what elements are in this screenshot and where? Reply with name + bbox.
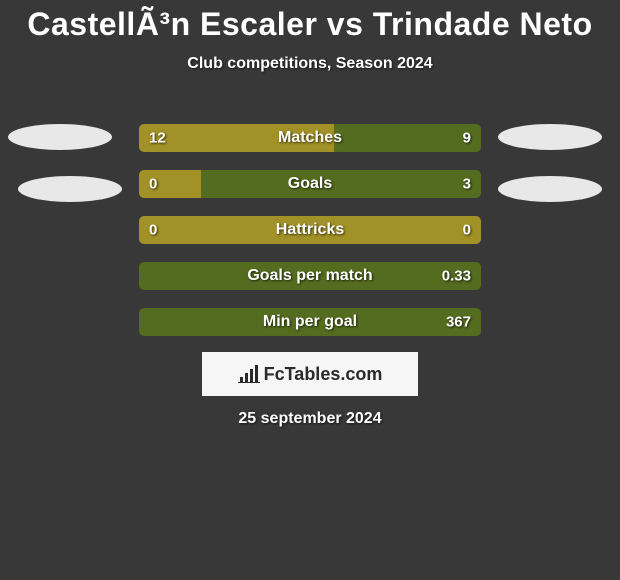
value-left: 0 [149,176,157,193]
bar-fill-right [334,124,481,152]
bar-track: 0 3 Goals [139,170,481,198]
stats-rows: 12 9 Matches 0 3 Goals 0 0 Hattricks 0.33 Goals pe… [0,124,620,354]
bar-track: 0.33 Goals per match [139,262,481,290]
value-right: 0 [463,222,471,239]
row-label: Goals per match [247,267,372,285]
stat-row: 367 Min per goal [0,308,620,336]
date-text: 25 september 2024 [238,410,381,428]
bar-chart-icon [238,365,260,383]
bar-track: 0 0 Hattricks [139,216,481,244]
row-label: Goals [288,175,332,193]
stat-row: 0.33 Goals per match [0,262,620,290]
value-left: 12 [149,130,166,147]
bar-fill-right [201,170,481,198]
page-title: CastellÃ³n Escaler vs Trindade Neto [0,0,620,43]
subtitle: Club competitions, Season 2024 [0,55,620,73]
row-label: Hattricks [276,221,344,239]
logo-label: FcTables.com [264,364,383,385]
row-label: Min per goal [263,313,357,331]
value-right: 0.33 [442,268,471,285]
value-right: 367 [446,314,471,331]
player-ellipse [8,124,112,150]
bar-track: 367 Min per goal [139,308,481,336]
row-label: Matches [278,129,342,147]
logo-text: FcTables.com [238,364,383,385]
player-ellipse [18,176,122,202]
value-right: 9 [463,130,471,147]
source-logo: FcTables.com [202,352,418,396]
player-ellipse [498,124,602,150]
value-left: 0 [149,222,157,239]
bar-track: 12 9 Matches [139,124,481,152]
stat-row: 0 0 Hattricks [0,216,620,244]
player-ellipse [498,176,602,202]
value-right: 3 [463,176,471,193]
